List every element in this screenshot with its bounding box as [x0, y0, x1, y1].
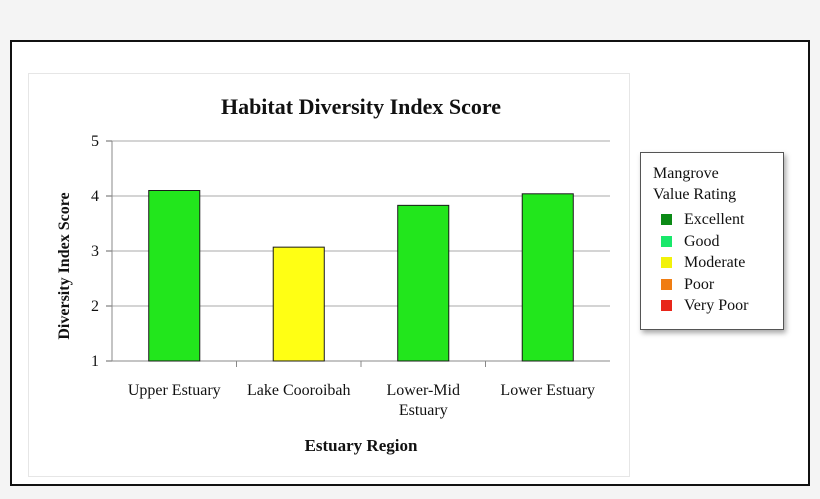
figure-frame: Habitat Diversity Index Score 1 2 3 4 5 Upper … [10, 40, 810, 486]
y-tick-label-2: 2 [91, 298, 99, 315]
legend-item-excellent: Excellent [653, 209, 771, 231]
legend-swatch-good [661, 235, 672, 247]
y-tick-label-5: 5 [91, 133, 99, 150]
legend-item-moderate: Moderate [653, 252, 771, 274]
bar-upper-estuary [148, 190, 201, 362]
legend-label-good: Good [684, 232, 720, 250]
legend-item-poor: Poor [653, 274, 771, 296]
legend-swatch-moderate [661, 257, 672, 269]
x-tick-label-lake-cooroibah: Lake Cooroibah [247, 382, 351, 399]
legend-swatch-excellent [661, 214, 672, 226]
y-tick-label-4: 4 [91, 188, 99, 205]
bar-lower-estuary [521, 193, 574, 362]
y-axis-label: Diversity Index Score [56, 192, 73, 339]
x-tick-label-upper-estuary: Upper Estuary [128, 382, 221, 399]
legend-item-good: Good [653, 231, 771, 253]
legend-label-moderate: Moderate [684, 254, 746, 271]
bar-lower-mid-estuary [397, 204, 450, 362]
bar-chart: Habitat Diversity Index Score 1 2 3 4 5 Upper … [56, 94, 610, 455]
legend-label-very-poor: Very Poor [684, 297, 749, 314]
y-tick-label-3: 3 [91, 243, 99, 260]
chart-panel: Habitat Diversity Index Score 1 2 3 4 5 Upper … [28, 73, 630, 477]
y-tick-label-1: 1 [91, 353, 99, 370]
legend-title-line-1: Mangrove [653, 165, 719, 182]
bar-lake-cooroibah [272, 246, 325, 362]
legend-swatch-poor [661, 278, 672, 290]
legend-title-line-2: Value Rating [653, 186, 737, 203]
x-axis-label: Estuary Region [305, 436, 418, 455]
legend-item-very-poor: Very Poor [653, 295, 771, 317]
legend-title: Mangrove Value Rating [653, 163, 771, 205]
legend: Mangrove Value Rating Excellent Good Mod… [640, 152, 784, 330]
legend-label-poor: Poor [684, 275, 715, 293]
chart-title: Habitat Diversity Index Score [221, 94, 501, 119]
x-tick-label-lower-mid-estuary: Lower-Mid Estuary [387, 382, 460, 419]
legend-label-excellent: Excellent [684, 211, 745, 228]
x-tick-label-lower-estuary: Lower Estuary [500, 382, 595, 399]
legend-swatch-very-poor [661, 300, 672, 312]
